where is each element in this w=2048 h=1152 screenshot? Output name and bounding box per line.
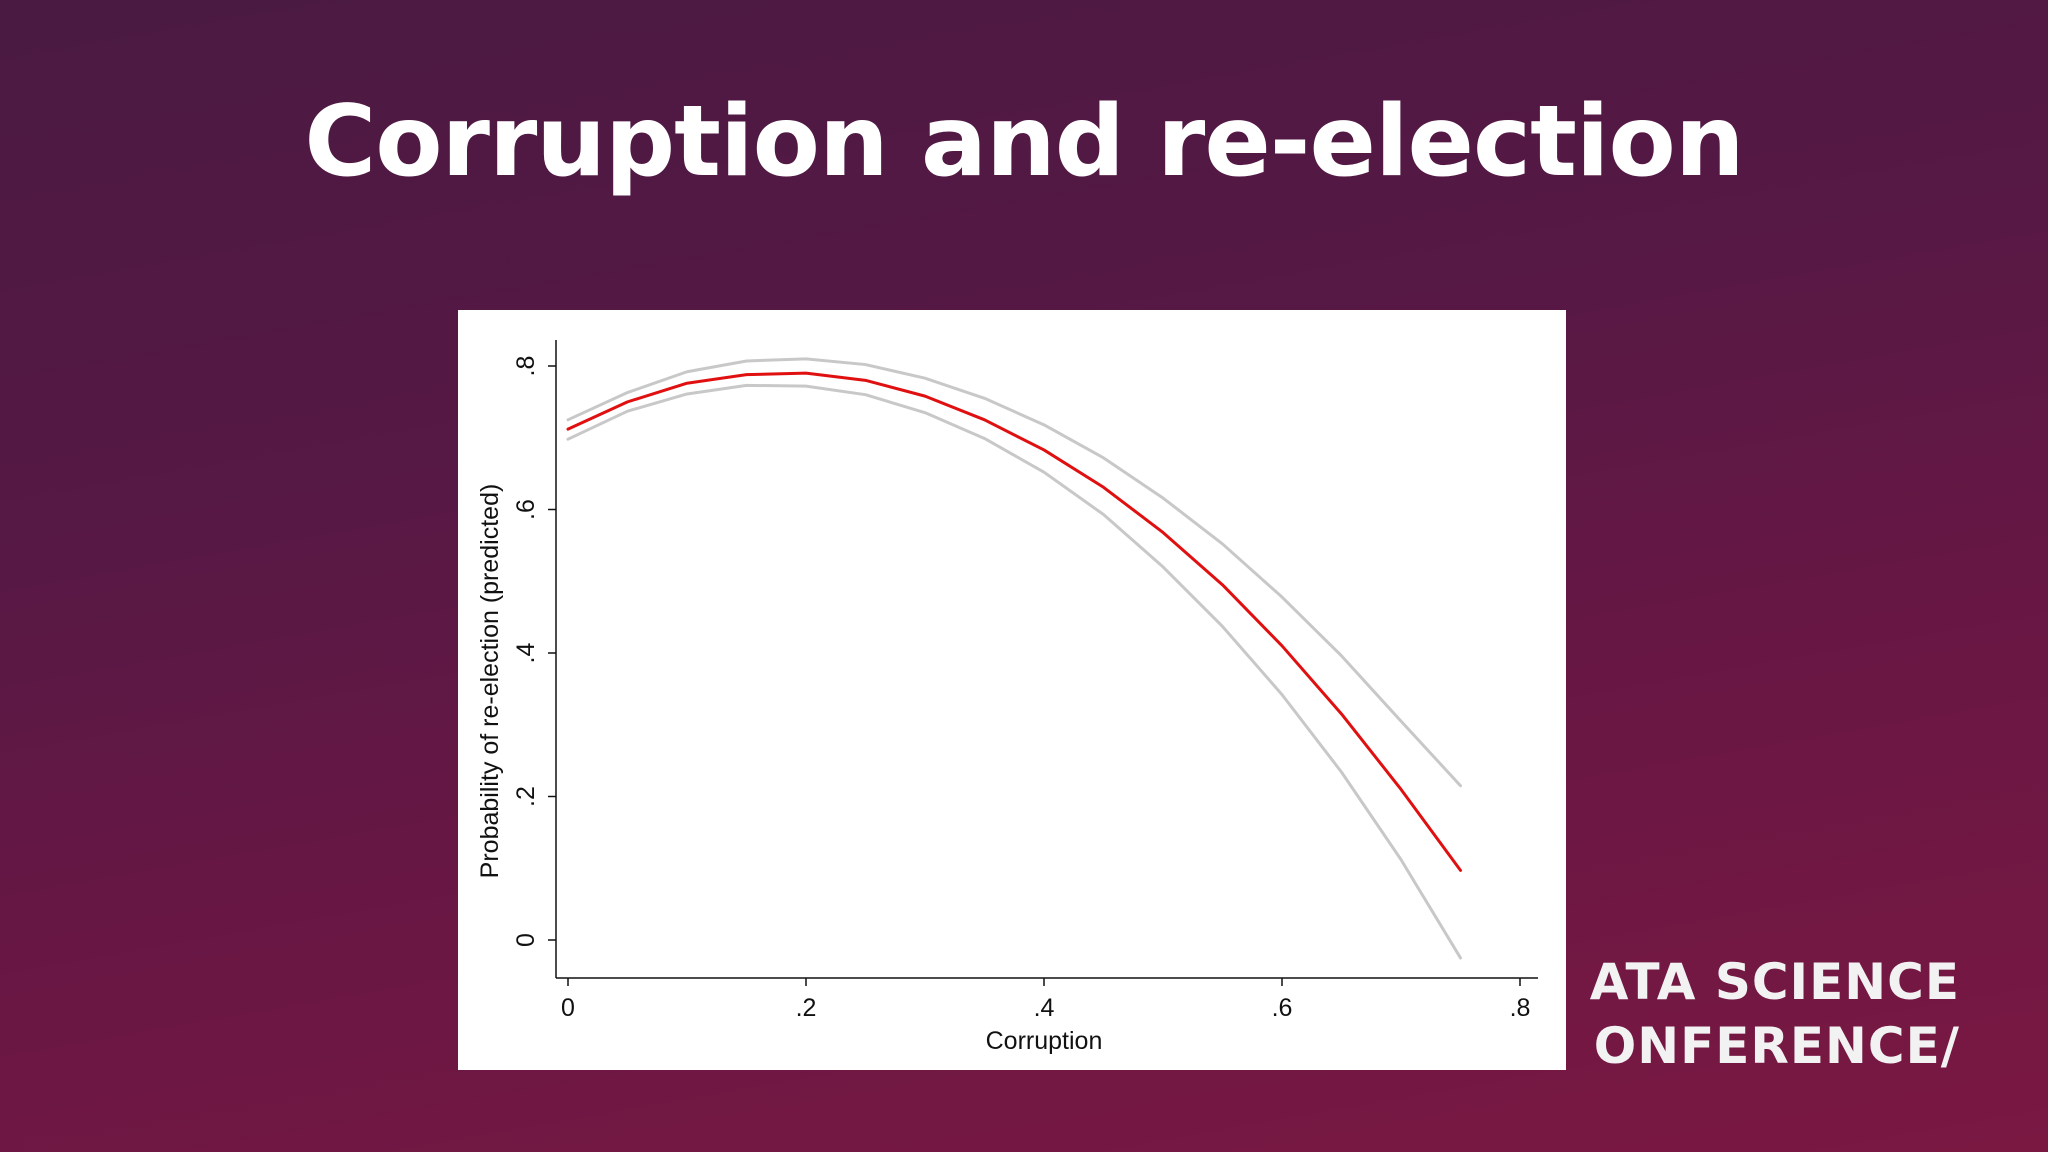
- chart-panel: 0 .2 .4 .6 .8 0 .2 .4 .6 .8 Corruption Probabilit…: [458, 310, 1566, 1070]
- x-tick-label: 0: [561, 994, 575, 1022]
- prediction-line: [566, 371, 1462, 872]
- y-tick-label: .6: [512, 499, 540, 520]
- x-tick-label: .6: [1272, 994, 1293, 1022]
- y-tick-label: 0: [512, 933, 540, 947]
- upper-ci-line: [566, 357, 1462, 788]
- y-tick-label: .4: [512, 642, 540, 663]
- watermark-line-1: ATA SCIENCE: [1589, 953, 1960, 1011]
- x-tick-label: .8: [1510, 994, 1531, 1022]
- axis-labels: Corruption Probability of re-election (p…: [476, 484, 1102, 1055]
- conference-watermark: ATA SCIENCE ONFERENCE/: [1500, 950, 1960, 1078]
- x-axis-label: Corruption: [986, 1027, 1103, 1055]
- y-tick-label: .2: [512, 786, 540, 807]
- y-axis-label: Probability of re-election (predicted): [476, 484, 504, 879]
- slide-title: Corruption and re-election: [304, 85, 1744, 199]
- x-tick-label: .4: [1034, 994, 1055, 1022]
- y-tick-label: .8: [512, 356, 540, 377]
- watermark-line-2: ONFERENCE/: [1593, 1017, 1960, 1075]
- series-layer: [566, 357, 1462, 960]
- axes: 0 .2 .4 .6 .8 0 .2 .4 .6 .8: [512, 340, 1538, 1022]
- lower-ci-line: [566, 383, 1462, 960]
- x-tick-label: .2: [796, 994, 817, 1022]
- prediction-chart: 0 .2 .4 .6 .8 0 .2 .4 .6 .8 Corruption Probabilit…: [476, 340, 1538, 1055]
